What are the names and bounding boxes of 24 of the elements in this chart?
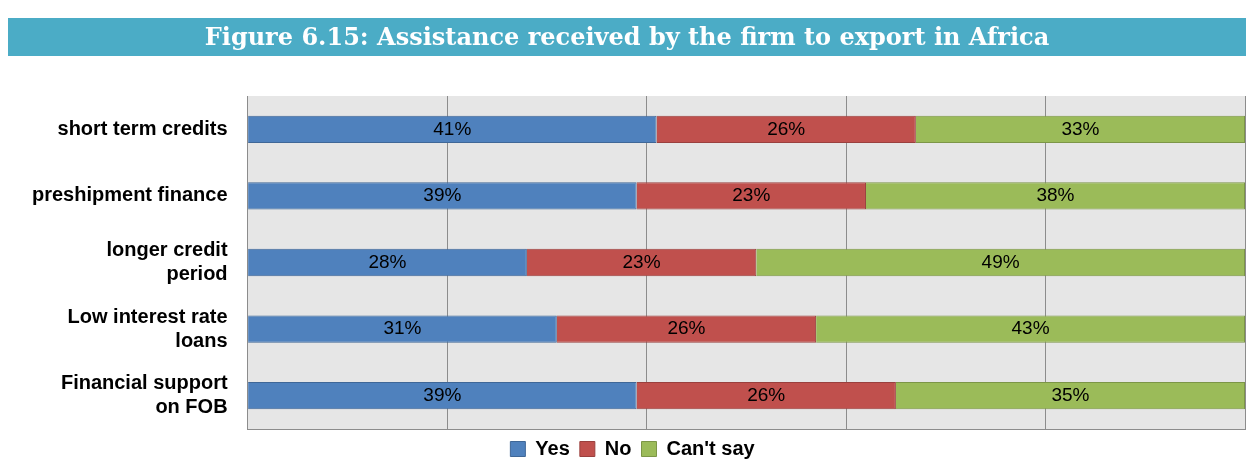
data-label: 35% xyxy=(1051,383,1090,405)
data-label: 23% xyxy=(622,250,661,272)
y-tick-label: short term credits xyxy=(57,116,228,139)
data-label: 38% xyxy=(1036,184,1075,206)
data-label: 43% xyxy=(1011,317,1050,339)
y-tick-label: Low interest rate loans xyxy=(67,304,228,351)
data-label: 41% xyxy=(433,117,472,139)
chart-title: Figure 6.15: Assistance received by the firm to export in Africa xyxy=(8,18,1246,56)
data-label: 31% xyxy=(383,317,422,339)
data-label: 26% xyxy=(767,117,806,139)
data-label: 26% xyxy=(747,383,786,405)
data-label: 23% xyxy=(732,184,771,206)
y-tick-label: Financial support on FOB xyxy=(60,371,228,418)
y-tick-label: longer credit period xyxy=(106,238,228,285)
legend-label: Can't say xyxy=(666,436,756,459)
legend-label: Yes xyxy=(535,436,570,459)
data-label: 26% xyxy=(667,317,706,339)
data-label: 39% xyxy=(423,184,462,206)
y-tick-label: preshipment finance xyxy=(31,183,228,206)
data-label: 28% xyxy=(368,250,407,272)
data-label: 39% xyxy=(423,383,462,405)
legend-label: No xyxy=(604,436,632,459)
data-label: 33% xyxy=(1061,117,1100,139)
data-label: 49% xyxy=(981,250,1020,272)
